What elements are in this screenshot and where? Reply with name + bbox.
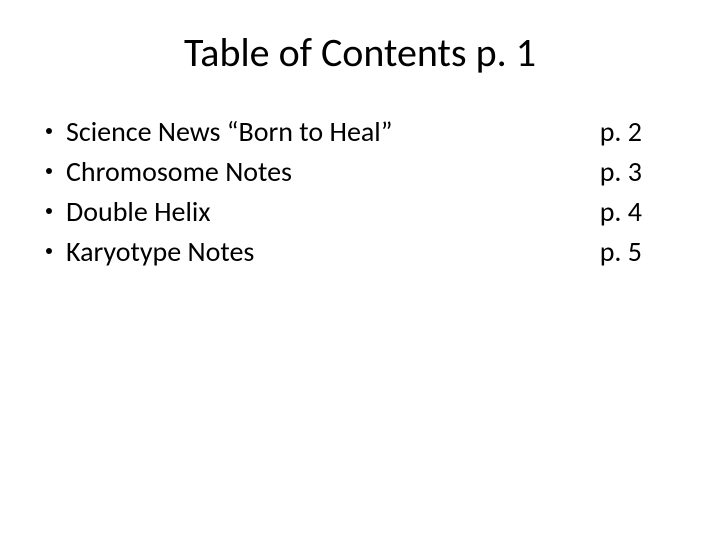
bullet-icon (46, 168, 52, 174)
toc-entry-label: Science News “Born to Heal” (66, 114, 392, 149)
toc-content: Science News “Born to Heal” Chromosome N… (40, 111, 680, 271)
toc-entry-label: Double Helix (66, 194, 210, 229)
list-item: Science News “Born to Heal” (46, 111, 392, 151)
list-item: p. 4 (600, 191, 642, 231)
toc-entry-page: p. 5 (600, 234, 642, 269)
bullet-icon (46, 208, 52, 214)
list-item: Double Helix (46, 191, 392, 231)
list-item: Karyotype Notes (46, 231, 392, 271)
toc-entry-label: Chromosome Notes (66, 154, 292, 189)
list-item: p. 3 (600, 151, 642, 191)
toc-entry-label: Karyotype Notes (66, 234, 254, 269)
page-title: Table of Contents p. 1 (40, 28, 680, 77)
bullet-icon (46, 128, 52, 134)
toc-entry-page: p. 2 (600, 114, 642, 149)
toc-entry-page: p. 4 (600, 194, 642, 229)
toc-entry-page: p. 3 (600, 154, 642, 189)
toc-pages-column: p. 2 p. 3 p. 4 p. 5 (600, 111, 642, 271)
list-item: Chromosome Notes (46, 151, 392, 191)
toc-entries-column: Science News “Born to Heal” Chromosome N… (46, 111, 392, 271)
slide: Table of Contents p. 1 Science News “Bor… (0, 0, 720, 540)
list-item: p. 2 (600, 111, 642, 151)
bullet-icon (46, 248, 52, 254)
list-item: p. 5 (600, 231, 642, 271)
